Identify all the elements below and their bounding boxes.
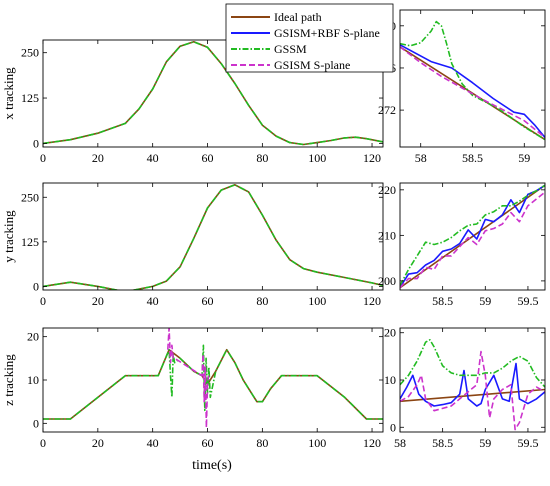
- x-tick-label: 40: [147, 436, 159, 450]
- legend-entry-gsism-rbf-s-plane: GSISM+RBF S-plane: [231, 26, 380, 40]
- series-gsism-rbf-s-plane: [400, 362, 545, 407]
- legend-label: GSISM+RBF S-plane: [274, 26, 380, 40]
- series-gssm: [43, 344, 383, 420]
- legend-label: GSSM: [274, 42, 307, 56]
- x-tick-label: 100: [308, 294, 326, 308]
- series-gssm: [400, 338, 545, 388]
- series-group: [43, 184, 383, 290]
- y-tick-label: 210: [378, 228, 396, 242]
- panel-y-zoom: 58.5 59 59.5 200 210 220: [378, 182, 546, 308]
- x-tick-label: 59: [518, 151, 530, 165]
- series-gsism-s-plane: [167, 328, 210, 429]
- x-tick-label: 58: [415, 151, 427, 165]
- x-tick-label: 100: [308, 436, 326, 450]
- y-tick-label: 0: [33, 279, 39, 293]
- y-tick-label: 272: [378, 103, 396, 117]
- series-group: [400, 20, 545, 141]
- y-tick-label: 200: [378, 274, 396, 288]
- axes-frame: [399, 182, 546, 291]
- x-tick-label: 40: [147, 151, 159, 165]
- x-tick-label: 100: [308, 151, 326, 165]
- series-gssm: [400, 20, 545, 141]
- panel-y-main: 0 20 40 60 80 100 120 0 125 250 y tracking: [1, 182, 384, 308]
- legend: Ideal path GSISM+RBF S-plane GSSM GSISM S-p…: [225, 3, 394, 73]
- x-tick-label: 59.5: [517, 436, 538, 450]
- y-tick-label: 20: [27, 330, 39, 344]
- y-tick-label: 0: [33, 136, 39, 150]
- x-tick-label: 20: [92, 436, 104, 450]
- legend-entry-gssm: GSSM: [231, 42, 307, 56]
- legend-items: Ideal path GSISM+RBF S-plane GSSM GSISM S-p…: [231, 10, 380, 72]
- x-tick-label: 60: [202, 151, 214, 165]
- y-tick-label: 125: [21, 91, 39, 105]
- x-tick-label: 80: [256, 294, 268, 308]
- x-tick-label: 0: [40, 151, 46, 165]
- x-tick-label: 20: [92, 151, 104, 165]
- y-tick-label: 10: [27, 373, 39, 387]
- y-axis-label: y tracking: [1, 210, 16, 263]
- x-tick-label: 120: [363, 294, 381, 308]
- axes-frame: [42, 182, 384, 291]
- axes-frame: [42, 327, 384, 433]
- x-tick-label: 0: [40, 436, 46, 450]
- series-gssm: [43, 184, 383, 290]
- y-tick-label: 0: [390, 420, 396, 434]
- series-gsism-rbf-s-plane: [400, 44, 545, 139]
- panel-x-main: 0 20 40 60 80 100 120 0 125 250 x tracking: [1, 39, 384, 165]
- x-tick-label: 58.5: [462, 151, 483, 165]
- series-gssm: [43, 40, 383, 146]
- series-group: [400, 184, 545, 289]
- panel-z-main: 0 20 40 60 80 100 120 0 10 20 z tracking: [1, 327, 384, 450]
- x-tick-label: 60: [202, 294, 214, 308]
- series-gsism-s-plane: [400, 191, 545, 289]
- x-tick-label: 58.5: [432, 436, 453, 450]
- x-tick-label: 58: [394, 436, 406, 450]
- series-ideal-path: [400, 184, 545, 289]
- y-tick-label: 125: [21, 235, 39, 249]
- series-group: [400, 338, 545, 431]
- x-tick-label: 80: [256, 151, 268, 165]
- series-gsism-s-plane: [400, 350, 545, 431]
- series-gssm: [400, 184, 545, 286]
- x-tick-label: 59: [479, 436, 491, 450]
- x-axis-label-time: time(s): [192, 458, 232, 473]
- series-group: [43, 328, 383, 429]
- legend-label: Ideal path: [274, 10, 322, 24]
- axes-frame: [42, 39, 384, 148]
- series-group: [43, 40, 383, 146]
- y-tick-label: 20: [384, 326, 396, 340]
- x-tick-label: 58.5: [432, 294, 453, 308]
- x-tick-label: 80: [256, 436, 268, 450]
- series-gsism-s-plane: [400, 46, 545, 139]
- y-tick-label: 0: [33, 416, 39, 430]
- y-axis-label: x tracking: [1, 67, 16, 120]
- y-tick-label: 10: [384, 373, 396, 387]
- x-tick-label: 59: [479, 294, 491, 308]
- x-tick-label: 120: [363, 151, 381, 165]
- legend-entry-ideal-path: Ideal path: [231, 10, 322, 24]
- x-tick-label: 20: [92, 294, 104, 308]
- x-tick-label: 60: [202, 436, 214, 450]
- x-tick-label: 40: [147, 294, 159, 308]
- x-tick-label: 0: [40, 294, 46, 308]
- panel-z-zoom: 58 58.5 59 59.5 0 10 20: [384, 326, 546, 450]
- series-gsism-rbf-s-plane: [400, 184, 545, 288]
- y-tick-label: 250: [21, 190, 39, 204]
- x-tick-label: 120: [363, 436, 381, 450]
- y-tick-label: 220: [378, 183, 396, 197]
- y-axis-label: z tracking: [1, 354, 16, 406]
- legend-box: [225, 3, 394, 73]
- legend-entry-gsism-s-plane: GSISM S-plane: [231, 58, 350, 72]
- y-tick-label: 250: [21, 46, 39, 60]
- legend-label: GSISM S-plane: [274, 58, 350, 72]
- x-tick-label: 59.5: [517, 294, 538, 308]
- series-ideal-path: [400, 388, 545, 403]
